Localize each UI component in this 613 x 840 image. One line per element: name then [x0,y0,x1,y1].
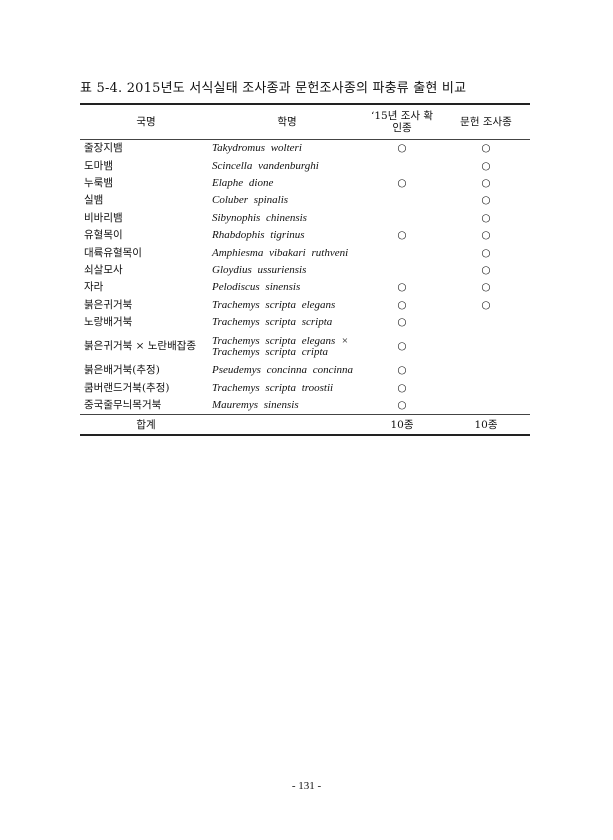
total-empty [212,415,362,436]
survey-mark-cell: ○ [397,142,407,155]
header-literature: 문헌 조사종 [460,116,512,128]
literature-mark-cell [442,331,530,362]
scientific-name-cell: Takydromus wolteri [212,142,302,155]
survey-mark-cell: ○ [397,381,407,394]
korean-name-cell: 노랑배거북 [84,316,133,329]
survey-mark-cell: ○ [397,364,407,377]
survey-mark-cell: ○ [397,281,407,294]
survey-mark-cell: ○ [397,340,407,353]
reptile-comparison-table: 국명 학명 ‘15년 조사 확인종 문헌 조사종 줄장지뱀 Takydromus … [80,103,530,436]
survey-mark-cell: ○ [397,176,407,189]
table-row: 유혈목이 Rhabdophis tigrinus ○ ○ [80,227,530,244]
table-row: 붉은귀거북 × 노란배잡종 Trachemys scripta elegans ×… [80,331,530,362]
literature-mark-cell: ○ [481,176,491,189]
page-number: - 131 - [291,780,322,792]
table-row: 노랑배거북 Trachemys scripta scripta ○ [80,314,530,331]
korean-name-cell: 자라 [84,281,104,294]
scientific-name-cell: Sibynophis chinensis [212,211,307,224]
total-literature: 10종 [474,419,498,432]
table-row: 붉은배거북(추정) Pseudemys concinna concinna ○ [80,362,530,379]
header-2015-survey-label: ‘15년 조사 확인종 [371,110,434,134]
scientific-name-cell: Pseudemys concinna concinna [212,364,354,377]
korean-name-cell: 쿰버랜드거북(추정) [84,381,170,394]
literature-mark-cell: ○ [481,159,491,172]
table-row: 붉은귀거북 Trachemys scripta elegans ○ ○ [80,297,530,314]
survey-mark-cell [362,262,442,279]
table-header-row: 국명 학명 ‘15년 조사 확인종 문헌 조사종 [80,104,530,140]
korean-name-cell: 쇠살모사 [84,263,123,276]
literature-mark-cell: ○ [481,281,491,294]
table-row: 중국줄무늬목거북 Mauremys sinensis ○ [80,397,530,415]
table-row: 도마뱀 Scincella vandenburghi ○ [80,157,530,174]
table-row: 쇠살모사 Gloydius ussuriensis ○ [80,262,530,279]
scientific-name-cell: Rhabdophis tigrinus [212,229,305,242]
korean-name-cell: 붉은배거북(추정) [84,364,160,377]
total-row: 합계 10종 10종 [80,414,530,436]
korean-name-cell: 중국줄무늬목거북 [84,399,162,412]
total-survey: 10종 [390,419,414,432]
korean-name-cell: 누룩뱀 [84,176,113,189]
survey-mark-cell: ○ [397,229,407,242]
korean-name-cell: 도마뱀 [84,159,113,172]
scientific-name-cell: Elaphe dione [212,176,274,189]
korean-name-cell: 붉은귀거북 × 노란배잡종 [84,340,197,353]
scientific-name-cell: Coluber spinalis [212,194,289,207]
scientific-name-cell: Amphiesma vibakari ruthveni [212,246,349,259]
table-row: 대륙유혈목이 Amphiesma vibakari ruthveni ○ [80,244,530,261]
korean-name-cell: 대륙유혈목이 [84,246,142,259]
survey-mark-cell [362,192,442,209]
scientific-name-cell: Trachemys scripta elegans × Trachemys scr… [212,334,349,358]
literature-mark-cell: ○ [481,142,491,155]
literature-mark-cell: ○ [481,194,491,207]
scientific-name-cell: Trachemys scripta troostii [212,381,334,394]
literature-mark-cell: ○ [481,298,491,311]
korean-name-cell: 붉은귀거북 [84,298,133,311]
header-korean-name: 국명 [136,116,156,128]
literature-mark-cell [442,380,530,397]
table-row: 누룩뱀 Elaphe dione ○ ○ [80,175,530,192]
korean-name-cell: 줄장지뱀 [84,142,123,155]
literature-mark-cell [442,362,530,379]
scientific-name-cell: Trachemys scripta scripta [212,316,333,329]
scientific-name-cell: Pelodiscus sinensis [212,281,301,294]
table-row: 자라 Pelodiscus sinensis ○ ○ [80,279,530,296]
literature-mark-cell: ○ [481,229,491,242]
scientific-name-cell: Gloydius ussuriensis [212,263,307,276]
table-row: 줄장지뱀 Takydromus wolteri ○ ○ [80,140,530,158]
literature-mark-cell: ○ [481,246,491,259]
korean-name-cell: 비바리뱀 [84,211,123,224]
literature-mark-cell: ○ [481,263,491,276]
header-scientific-name: 학명 [277,116,297,128]
literature-mark-cell [442,397,530,415]
korean-name-cell: 유혈목이 [84,229,123,242]
literature-mark-cell [442,314,530,331]
survey-mark-cell [362,210,442,227]
survey-mark-cell: ○ [397,316,407,329]
survey-mark-cell [362,244,442,261]
total-label: 합계 [136,419,156,432]
header-2015-survey: ‘15년 조사 확인종 [362,104,442,140]
table-caption: 표 5-4. 2015년도 서식실태 조사종과 문헌조사종의 파충류 출현 비교 [80,81,467,96]
table-row: 실뱀 Coluber spinalis ○ [80,192,530,209]
table-row: 비바리뱀 Sibynophis chinensis ○ [80,210,530,227]
scientific-name-cell: Mauremys sinensis [212,399,299,412]
scientific-name-cell: Trachemys scripta elegans [212,298,336,311]
survey-mark-cell: ○ [397,399,407,412]
table-row: 쿰버랜드거북(추정) Trachemys scripta troostii ○ [80,380,530,397]
survey-mark-cell: ○ [397,298,407,311]
survey-mark-cell [362,157,442,174]
korean-name-cell: 실뱀 [84,194,104,207]
scientific-name-cell: Scincella vandenburghi [212,159,319,172]
literature-mark-cell: ○ [481,211,491,224]
